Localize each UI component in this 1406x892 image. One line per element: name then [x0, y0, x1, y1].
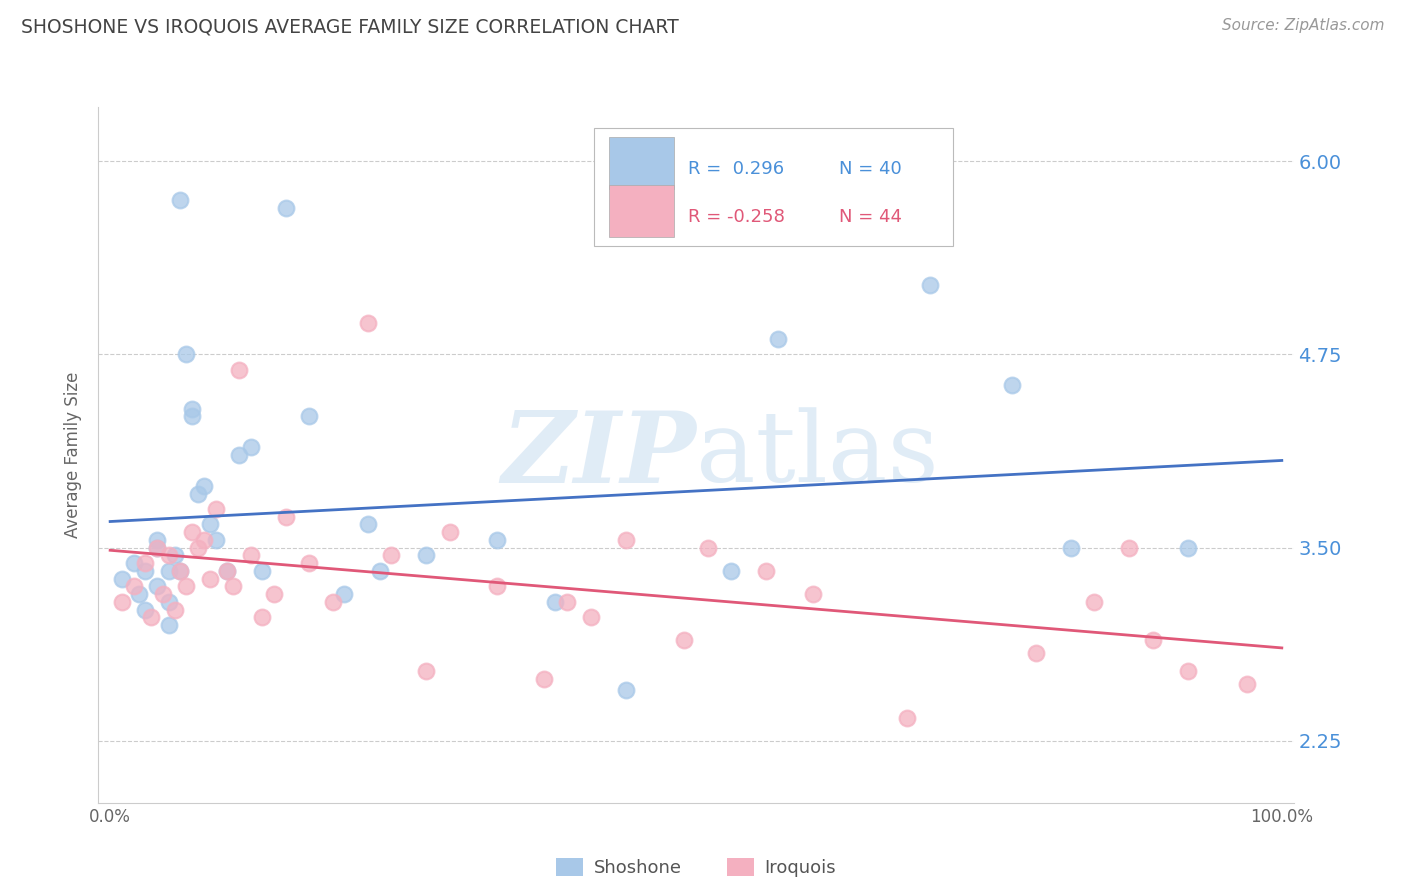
Text: N = 44: N = 44	[839, 208, 903, 226]
Point	[157, 618, 180, 632]
Point	[122, 579, 145, 593]
Point	[896, 711, 918, 725]
Point	[1142, 633, 1164, 648]
Point	[1025, 646, 1047, 660]
Point	[174, 579, 197, 593]
Point	[1236, 677, 1258, 691]
Point	[755, 564, 778, 578]
Text: SHOSHONE VS IROQUOIS AVERAGE FAMILY SIZE CORRELATION CHART: SHOSHONE VS IROQUOIS AVERAGE FAMILY SIZE…	[21, 18, 679, 37]
Point	[181, 409, 204, 424]
Point	[263, 587, 285, 601]
Point	[152, 587, 174, 601]
Point	[193, 533, 215, 547]
Text: Source: ZipAtlas.com: Source: ZipAtlas.com	[1222, 18, 1385, 33]
Point	[228, 448, 250, 462]
Point	[579, 610, 602, 624]
Point	[801, 587, 824, 601]
Point	[1118, 541, 1140, 555]
Point	[614, 533, 637, 547]
Legend: Shoshone, Iroquois: Shoshone, Iroquois	[548, 850, 844, 884]
Point	[187, 486, 209, 500]
FancyBboxPatch shape	[595, 128, 953, 246]
Point	[157, 549, 180, 563]
Point	[134, 602, 156, 616]
Point	[169, 193, 191, 207]
Point	[415, 665, 437, 679]
Point	[157, 595, 180, 609]
Point	[357, 517, 380, 532]
Point	[222, 579, 245, 593]
Point	[134, 556, 156, 570]
Point	[128, 587, 150, 601]
Point	[357, 317, 380, 331]
Point	[1001, 378, 1024, 392]
Point	[415, 549, 437, 563]
Point	[181, 401, 204, 416]
Point	[766, 332, 789, 346]
Point	[368, 564, 391, 578]
Point	[157, 564, 180, 578]
Point	[920, 277, 942, 292]
Point	[696, 541, 718, 555]
Point	[146, 579, 169, 593]
Point	[1083, 595, 1105, 609]
Point	[169, 564, 191, 578]
Point	[187, 541, 209, 555]
Point	[673, 633, 696, 648]
Point	[544, 595, 567, 609]
Point	[228, 363, 250, 377]
Point	[134, 564, 156, 578]
Text: N = 40: N = 40	[839, 161, 903, 178]
Point	[146, 541, 169, 555]
Point	[1060, 541, 1083, 555]
Point	[146, 533, 169, 547]
Point	[111, 595, 134, 609]
Point	[485, 579, 508, 593]
Text: atlas: atlas	[696, 407, 939, 503]
Point	[274, 201, 297, 215]
Point	[380, 549, 402, 563]
Text: ZIP: ZIP	[501, 407, 696, 503]
Point	[174, 347, 197, 361]
Point	[485, 533, 508, 547]
Point	[298, 409, 321, 424]
Point	[111, 572, 134, 586]
Point	[239, 549, 262, 563]
Point	[252, 564, 274, 578]
Text: R = -0.258: R = -0.258	[688, 208, 785, 226]
Point	[169, 564, 191, 578]
Text: R =  0.296: R = 0.296	[688, 161, 783, 178]
Point	[239, 440, 262, 454]
Point	[198, 517, 221, 532]
Point	[181, 525, 204, 540]
Point	[122, 556, 145, 570]
Point	[141, 610, 163, 624]
Point	[298, 556, 321, 570]
Point	[614, 682, 637, 697]
Point	[439, 525, 461, 540]
Point	[555, 595, 578, 609]
Point	[204, 533, 226, 547]
Point	[217, 564, 239, 578]
Bar	[609, 185, 675, 236]
Point	[533, 672, 555, 686]
Point	[146, 541, 169, 555]
Y-axis label: Average Family Size: Average Family Size	[65, 372, 83, 538]
Point	[163, 549, 186, 563]
Point	[193, 479, 215, 493]
Point	[1177, 665, 1199, 679]
Point	[322, 595, 344, 609]
Point	[163, 602, 186, 616]
Point	[217, 564, 239, 578]
Point	[1177, 541, 1199, 555]
Point	[252, 610, 274, 624]
Point	[720, 564, 742, 578]
Bar	[609, 137, 675, 189]
Point	[204, 502, 226, 516]
Point	[274, 509, 297, 524]
Point	[198, 572, 221, 586]
Point	[333, 587, 356, 601]
